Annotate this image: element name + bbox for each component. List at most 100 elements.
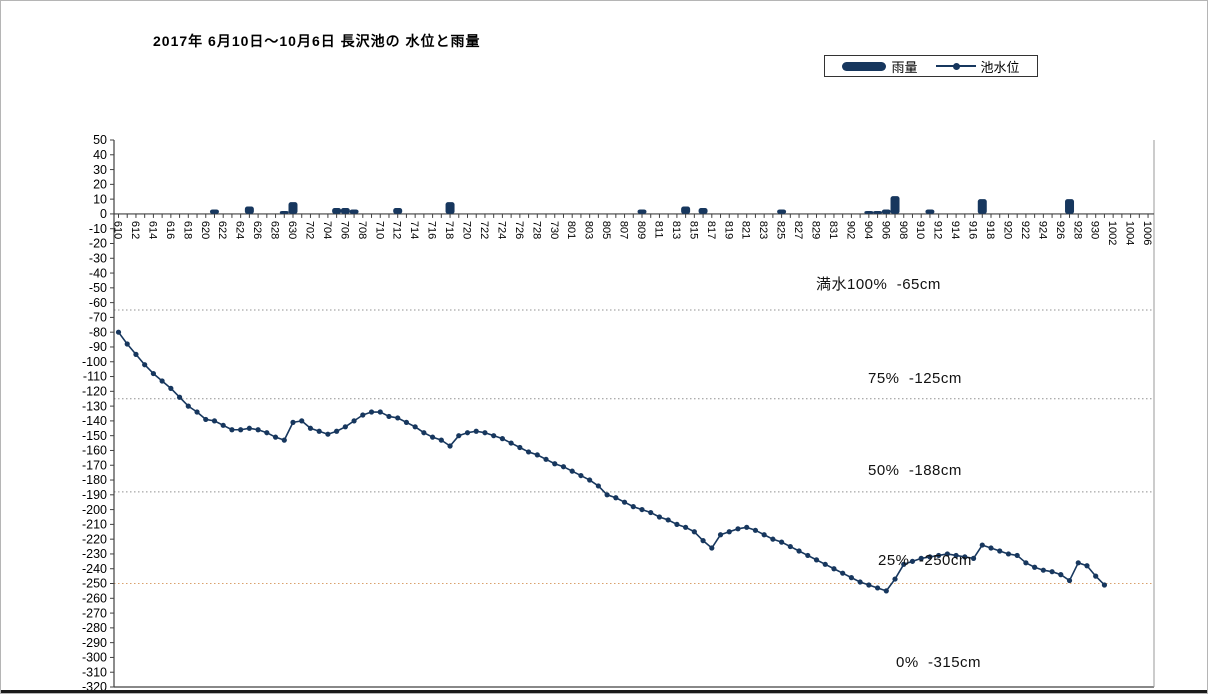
ref-label-75pct: 75% -125cm: [868, 370, 962, 387]
svg-text:829: 829: [810, 221, 822, 239]
svg-text:628: 628: [269, 221, 281, 239]
svg-text:801: 801: [565, 221, 577, 239]
svg-text:716: 716: [426, 221, 438, 239]
svg-text:622: 622: [216, 221, 228, 239]
svg-text:50: 50: [93, 133, 107, 147]
svg-text:-90: -90: [89, 340, 107, 354]
svg-text:831: 831: [827, 221, 839, 239]
reference-gridlines: [114, 309, 1154, 585]
svg-text:819: 819: [722, 221, 734, 239]
svg-text:-270: -270: [82, 606, 107, 620]
svg-text:-140: -140: [82, 414, 107, 428]
svg-text:1004: 1004: [1124, 221, 1136, 245]
ref-label-50pct: 50% -188cm: [868, 462, 962, 479]
svg-text:-210: -210: [82, 518, 107, 532]
svg-text:-180: -180: [82, 473, 107, 487]
ref-label-25pct: 25% -250cm: [878, 552, 972, 569]
svg-text:702: 702: [303, 221, 315, 239]
svg-text:-30: -30: [89, 251, 107, 265]
svg-text:910: 910: [914, 221, 926, 239]
window-bottom-edge: [1, 690, 1207, 693]
svg-text:614: 614: [146, 221, 158, 239]
svg-text:-150: -150: [82, 429, 107, 443]
svg-text:930: 930: [1089, 221, 1101, 239]
svg-text:922: 922: [1019, 221, 1031, 239]
svg-text:-200: -200: [82, 503, 107, 517]
svg-text:-20: -20: [89, 237, 107, 251]
svg-text:612: 612: [129, 221, 141, 239]
svg-text:706: 706: [338, 221, 350, 239]
svg-text:-220: -220: [82, 532, 107, 546]
legend-item-rain: 雨量: [842, 57, 918, 76]
svg-text:20: 20: [93, 178, 107, 192]
svg-text:-250: -250: [82, 577, 107, 591]
svg-text:-310: -310: [82, 665, 107, 679]
level-line-swatch-icon: [935, 62, 976, 70]
svg-text:718: 718: [443, 221, 455, 239]
svg-text:620: 620: [199, 221, 211, 239]
svg-text:724: 724: [495, 221, 507, 239]
rainfall-bars: [209, 196, 1075, 214]
svg-text:0: 0: [100, 207, 107, 221]
svg-text:916: 916: [967, 221, 979, 239]
svg-text:920: 920: [1001, 221, 1013, 239]
svg-text:1002: 1002: [1106, 221, 1118, 245]
svg-text:-70: -70: [89, 311, 107, 325]
svg-text:809: 809: [635, 221, 647, 239]
svg-text:714: 714: [408, 221, 420, 239]
svg-text:-170: -170: [82, 458, 107, 472]
svg-text:630: 630: [286, 221, 298, 239]
svg-text:827: 827: [792, 221, 804, 239]
svg-text:726: 726: [513, 221, 525, 239]
chart-title: 2017年 6月10日～10月6日 長沢池の 水位と雨量: [153, 33, 481, 49]
svg-text:722: 722: [478, 221, 490, 239]
svg-text:-10: -10: [89, 222, 107, 236]
ref-label-0pct: 0% -315cm: [896, 654, 982, 671]
svg-text:-320: -320: [82, 680, 107, 694]
svg-text:918: 918: [984, 221, 996, 239]
svg-text:-110: -110: [83, 370, 107, 384]
svg-text:811: 811: [652, 221, 664, 239]
svg-text:902: 902: [844, 221, 856, 239]
svg-text:626: 626: [251, 221, 263, 239]
legend-level-label: 池水位: [980, 59, 1020, 75]
svg-text:926: 926: [1054, 221, 1066, 239]
rain-bar-swatch-icon: [842, 61, 887, 71]
water-level-line: [115, 329, 1108, 594]
svg-text:825: 825: [775, 221, 787, 239]
svg-text:-60: -60: [89, 296, 107, 310]
svg-text:807: 807: [618, 221, 630, 239]
svg-text:728: 728: [530, 221, 542, 239]
y-axis-labels: 50403020100-10-20-30-40-50-60-70-80-90-1…: [82, 133, 114, 694]
ref-label-full-100pct: 満水100% -65cm: [816, 276, 941, 293]
svg-text:616: 616: [164, 221, 176, 239]
svg-text:813: 813: [670, 221, 682, 239]
svg-text:908: 908: [897, 221, 909, 239]
legend-rain-label: 雨量: [891, 59, 918, 75]
svg-text:708: 708: [356, 221, 368, 239]
svg-text:-260: -260: [82, 591, 107, 605]
legend: 雨量 池水位: [824, 55, 1038, 77]
svg-text:928: 928: [1071, 221, 1083, 239]
svg-text:-300: -300: [82, 651, 107, 665]
svg-text:823: 823: [757, 221, 769, 239]
svg-text:914: 914: [949, 221, 961, 239]
svg-text:720: 720: [461, 221, 473, 239]
svg-text:40: 40: [93, 148, 107, 162]
svg-text:-230: -230: [82, 547, 107, 561]
svg-text:912: 912: [932, 221, 944, 239]
svg-text:-240: -240: [82, 562, 107, 576]
svg-text:-130: -130: [82, 399, 107, 413]
svg-text:624: 624: [234, 221, 246, 239]
svg-text:710: 710: [373, 221, 385, 239]
svg-text:-290: -290: [82, 636, 107, 650]
svg-text:-190: -190: [82, 488, 107, 502]
svg-text:817: 817: [705, 221, 717, 239]
svg-text:906: 906: [879, 221, 891, 239]
svg-text:712: 712: [391, 221, 403, 239]
svg-text:618: 618: [181, 221, 193, 239]
svg-text:815: 815: [687, 221, 699, 239]
svg-text:10: 10: [93, 192, 107, 206]
x-axis-labels: 610 612 614 616 618 620 622 624 626 628 630 702 704 7…: [112, 213, 1153, 245]
